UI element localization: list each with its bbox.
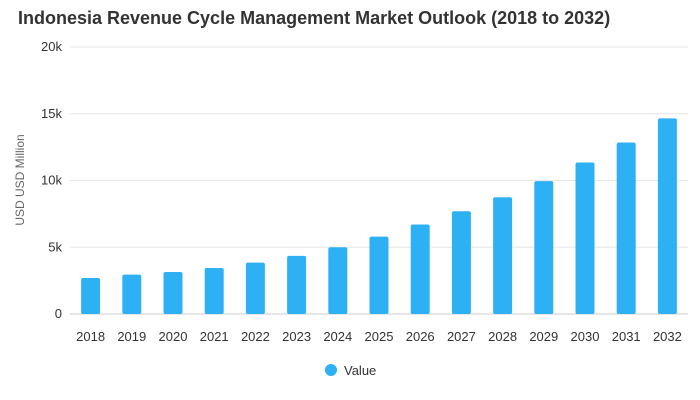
chart-title: Indonesia Revenue Cycle Management Marke… <box>18 8 611 28</box>
bar-2026[interactable] <box>410 224 430 314</box>
y-tick-label: 0 <box>55 306 62 321</box>
y-tick-label: 10k <box>41 173 62 188</box>
bar-2025[interactable] <box>369 236 389 314</box>
bar-2028[interactable] <box>493 197 513 314</box>
bar-2027[interactable] <box>451 211 471 314</box>
bar-2018[interactable] <box>81 277 101 314</box>
x-tick-label: 2020 <box>159 329 188 344</box>
x-tick-label: 2024 <box>323 329 352 344</box>
bar-2022[interactable] <box>245 262 265 314</box>
y-axis-ticks: 0 5k 10k 15k 20k <box>41 39 62 321</box>
y-tick-label: 5k <box>48 239 62 254</box>
x-tick-label: 2028 <box>488 329 517 344</box>
x-tick-label: 2021 <box>200 329 229 344</box>
bar-2029[interactable] <box>534 181 554 314</box>
bar-2024[interactable] <box>328 247 348 314</box>
x-tick-label: 2029 <box>529 329 558 344</box>
bar-2020[interactable] <box>163 271 183 314</box>
y-tick-label: 15k <box>41 106 62 121</box>
x-tick-label: 2022 <box>241 329 270 344</box>
y-tick-label: 20k <box>41 39 62 54</box>
bar-2031[interactable] <box>616 142 636 314</box>
x-tick-label: 2031 <box>612 329 641 344</box>
x-tick-label: 2032 <box>653 329 682 344</box>
x-tick-label: 2030 <box>571 329 600 344</box>
x-tick-label: 2019 <box>117 329 146 344</box>
bar-2030[interactable] <box>575 162 595 314</box>
y-axis-label: USD USD Million <box>13 134 27 225</box>
x-tick-label: 2018 <box>76 329 105 344</box>
bars <box>81 118 677 314</box>
legend-label: Value <box>344 363 376 378</box>
bar-2032[interactable] <box>657 118 677 314</box>
bar-2023[interactable] <box>287 255 307 314</box>
bar-2019[interactable] <box>122 274 142 314</box>
legend[interactable]: Value <box>325 363 376 378</box>
x-tick-label: 2027 <box>447 329 476 344</box>
x-axis-ticks: 2018 2019 2020 2021 2022 2023 2024 2025 2026 2027… <box>76 329 682 344</box>
x-tick-label: 2026 <box>406 329 435 344</box>
bar-2021[interactable] <box>204 267 224 314</box>
x-tick-label: 2025 <box>365 329 394 344</box>
x-tick-label: 2023 <box>282 329 311 344</box>
legend-swatch-icon <box>325 364 337 376</box>
